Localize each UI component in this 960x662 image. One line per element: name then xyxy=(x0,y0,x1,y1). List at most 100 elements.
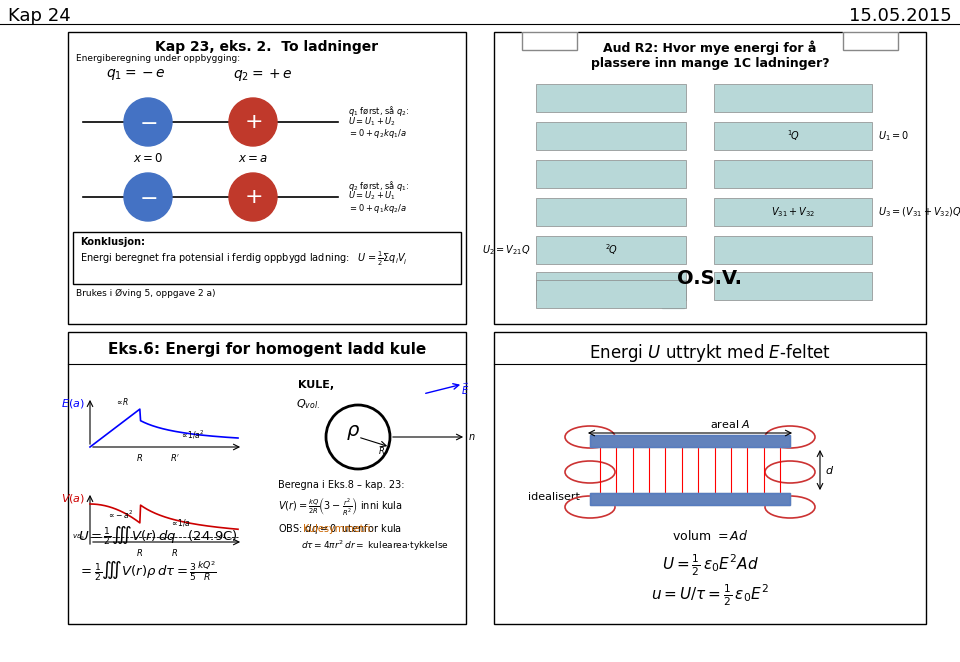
Circle shape xyxy=(124,98,172,146)
Text: Energi $U$ uttrykt med $E$-feltet: Energi $U$ uttrykt med $E$-feltet xyxy=(589,342,831,364)
Text: $V(a)$: $V(a)$ xyxy=(60,492,85,505)
Text: $R$: $R$ xyxy=(172,547,179,558)
Text: $n$: $n$ xyxy=(468,432,475,442)
Text: $q_2$: $q_2$ xyxy=(92,262,104,273)
Text: Kulesymmetri:: Kulesymmetri: xyxy=(303,524,373,534)
Text: $U_3=(V_{31}+V_{32})Q$: $U_3=(V_{31}+V_{32})Q$ xyxy=(878,205,960,219)
Text: $= \frac{1}{2}\iiint V(r)\rho\,d\tau = \frac{3}{5}\frac{kQ^2}{R}$: $= \frac{1}{2}\iiint V(r)\rho\,d\tau = \… xyxy=(78,559,217,583)
Bar xyxy=(68,332,466,624)
Text: $E(a)$: $E(a)$ xyxy=(61,397,85,410)
Text: $q_1$: $q_1$ xyxy=(92,250,104,261)
Text: $^2\!Q$: $^2\!Q$ xyxy=(605,242,617,258)
Bar xyxy=(843,30,898,50)
Text: $\propto\! -a^2$: $\propto\! -a^2$ xyxy=(107,509,133,522)
Text: $v\epsilon_\infty$: $v\epsilon_\infty$ xyxy=(72,533,85,541)
Bar xyxy=(536,160,686,188)
Text: $R$: $R$ xyxy=(136,452,143,463)
Text: $\Sigma q_i V_i^{} = 2 q_2 kq_1/a$: $\Sigma q_i V_i^{} = 2 q_2 kq_1/a$ xyxy=(203,274,276,287)
Text: Energi beregnet fra potensial i ferdig oppbygd ladning:   $U = \frac{1}{2} \Sigm: Energi beregnet fra potensial i ferdig o… xyxy=(80,250,408,268)
Bar xyxy=(714,236,872,264)
Text: $q_1$ først, så $q_2$:: $q_1$ først, så $q_2$: xyxy=(348,104,410,118)
Text: $+$: $+$ xyxy=(244,187,262,207)
Text: Kap 24: Kap 24 xyxy=(8,7,71,25)
Bar xyxy=(536,236,686,264)
Text: $x = a$: $x = a$ xyxy=(238,152,268,165)
Text: ved potensial: ved potensial xyxy=(188,237,250,246)
Text: Beregna i Eks.8 – kap. 23:: Beregna i Eks.8 – kap. 23: xyxy=(278,480,404,490)
Text: Ferdig oppbygd:: Ferdig oppbygd: xyxy=(76,237,158,246)
Bar xyxy=(590,435,790,447)
Text: Brukes i Øving 5, oppgave 2 a): Brukes i Øving 5, oppgave 2 a) xyxy=(76,289,215,298)
Text: $-$: $-$ xyxy=(139,112,157,132)
Text: $= 0  + q_1 kq_2/a$: $= 0 + q_1 kq_2/a$ xyxy=(348,202,407,215)
Bar xyxy=(536,84,686,112)
Text: $q_1 = -e$: $q_1 = -e$ xyxy=(107,67,166,82)
Text: $R'$: $R'$ xyxy=(170,452,180,463)
Text: $\propto\! R$: $\propto\! R$ xyxy=(115,396,129,407)
Text: $u = U/\tau = \frac{1}{2}\,\varepsilon_0 E^2$: $u = U/\tau = \frac{1}{2}\,\varepsilon_0… xyxy=(651,582,769,608)
Text: $V_{31}+V_{32}$: $V_{31}+V_{32}$ xyxy=(771,205,815,219)
Bar xyxy=(662,288,684,308)
Text: $V_2=kq_1/a$: $V_2=kq_1/a$ xyxy=(188,262,234,275)
Bar xyxy=(590,435,790,447)
Text: $R$: $R$ xyxy=(378,445,385,456)
Text: $q_1 V_1 =  q_1 kq_2/a$: $q_1 V_1 = q_1 kq_2/a$ xyxy=(298,250,365,263)
Text: $q_2$ først, så $q_1$:: $q_2$ først, så $q_1$: xyxy=(348,179,410,193)
Bar xyxy=(494,332,926,624)
Text: $U_2=V_{21}Q$: $U_2=V_{21}Q$ xyxy=(482,243,531,257)
Bar xyxy=(68,32,466,324)
Text: $\propto\! 1/a$: $\propto\! 1/a$ xyxy=(170,518,191,528)
Text: Aud R2: Hvor mye energi for å
plassere inn mange 1C ladninger?: Aud R2: Hvor mye energi for å plassere i… xyxy=(590,40,829,70)
Bar xyxy=(536,280,686,308)
Text: $U_1=0$: $U_1=0$ xyxy=(878,129,909,143)
Text: Kap 23, eks. 2.  To ladninger: Kap 23, eks. 2. To ladninger xyxy=(156,40,378,54)
Bar xyxy=(714,272,872,300)
Text: OBS: $dq = 0$  utenfor kula: OBS: $dq = 0$ utenfor kula xyxy=(278,522,402,536)
Text: $x = 0$: $x = 0$ xyxy=(132,152,163,165)
Text: $d$: $d$ xyxy=(825,464,834,476)
Bar xyxy=(590,493,790,505)
Circle shape xyxy=(124,173,172,221)
Text: $d\tau = 4\pi r^2\,dr =$ kulearea$\cdot$tykkelse: $d\tau = 4\pi r^2\,dr =$ kulearea$\cdot$… xyxy=(301,539,449,553)
Bar xyxy=(536,122,686,150)
Text: $\rho$: $\rho$ xyxy=(346,422,360,442)
Text: Regnet dobbelt!: Regnet dobbelt! xyxy=(338,274,420,283)
Text: Energiberegning under oppbygging:: Energiberegning under oppbygging: xyxy=(76,54,240,63)
Text: Eks.6: Energi for homogent ladd kule: Eks.6: Energi for homogent ladd kule xyxy=(108,342,426,357)
Bar xyxy=(590,493,790,505)
Bar xyxy=(536,272,686,300)
Text: volum $= Ad$: volum $= Ad$ xyxy=(672,529,748,543)
Bar xyxy=(73,232,461,284)
Text: O.S.V.: O.S.V. xyxy=(678,269,742,289)
Text: idealisert: idealisert xyxy=(528,492,580,502)
Circle shape xyxy=(229,98,277,146)
Bar xyxy=(522,32,577,50)
Text: $\propto\! 1/a^2$: $\propto\! 1/a^2$ xyxy=(180,428,204,440)
Text: $= 0 + q_2 kq_1/a$: $= 0 + q_2 kq_1/a$ xyxy=(348,127,407,140)
Text: $U = \frac{1}{2}\,\varepsilon_0 E^2 Ad$: $U = \frac{1}{2}\,\varepsilon_0 E^2 Ad$ xyxy=(661,552,758,577)
Text: $q_2 V_2 =  q_2 kq_1/a$: $q_2 V_2 = q_2 kq_1/a$ xyxy=(298,262,365,275)
Text: $\vec{E}$: $\vec{E}$ xyxy=(461,382,469,397)
Text: $+$: $+$ xyxy=(244,112,262,132)
Text: KULE,: KULE, xyxy=(298,380,334,390)
Text: $V_1=kq_2/a$: $V_1=kq_2/a$ xyxy=(188,250,234,263)
Circle shape xyxy=(326,405,390,469)
Text: energi: energi xyxy=(298,237,327,246)
Text: $R$: $R$ xyxy=(136,547,143,558)
Circle shape xyxy=(229,173,277,221)
Bar xyxy=(714,122,872,150)
Text: $U = \frac{1}{2}\iiint V(r)\,dq$   (24.9C): $U = \frac{1}{2}\iiint V(r)\,dq$ (24.9C) xyxy=(78,524,238,547)
Text: $V(r) = \frac{kQ}{2R}\left(3 - \frac{r^2}{R^2}\right)$ inni kula: $V(r) = \frac{kQ}{2R}\left(3 - \frac{r^2… xyxy=(278,495,402,517)
Text: areal $A$: areal $A$ xyxy=(710,418,751,430)
Bar xyxy=(843,32,898,50)
Text: $^1\!Q$: $^1\!Q$ xyxy=(787,128,800,144)
Text: $-$: $-$ xyxy=(139,187,157,207)
Bar xyxy=(494,32,926,324)
Bar xyxy=(522,30,577,50)
Text: Konklusjon:: Konklusjon: xyxy=(80,237,145,247)
Text: Sum:: Sum: xyxy=(178,274,204,283)
Bar xyxy=(714,198,872,226)
Text: $q_2 = +e$: $q_2 = +e$ xyxy=(233,67,293,83)
Text: 15.05.2015: 15.05.2015 xyxy=(850,7,952,25)
Bar xyxy=(714,160,872,188)
